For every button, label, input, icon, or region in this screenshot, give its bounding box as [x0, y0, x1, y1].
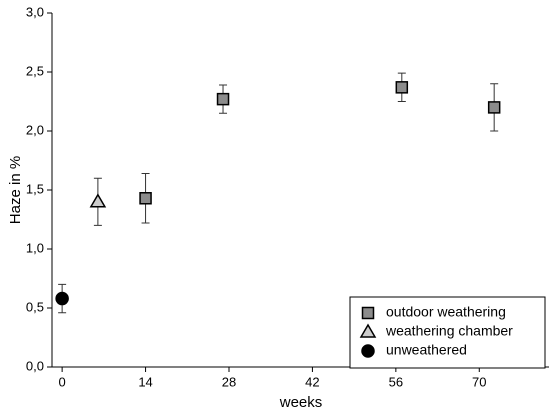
- x-tick-label: 70: [472, 374, 486, 389]
- y-tick-label: 1,5: [26, 181, 44, 196]
- x-tick-label: 56: [389, 374, 403, 389]
- x-tick-label: 42: [305, 374, 319, 389]
- marker-square: [216, 92, 230, 106]
- legend-box: [349, 296, 546, 369]
- y-tick-label: 1,0: [26, 240, 44, 255]
- y-tick-label: 2,0: [26, 122, 44, 137]
- legend-label: outdoor weathering: [386, 304, 506, 320]
- y-tick-label: 0,0: [26, 358, 44, 373]
- marker-triangle: [359, 323, 377, 338]
- y-axis-label: Haze in %: [7, 156, 24, 224]
- legend-label: unweathered: [386, 342, 467, 358]
- marker-square: [395, 81, 409, 94]
- marker-square: [487, 101, 501, 114]
- x-tick-label: 14: [138, 374, 152, 389]
- marker-square: [361, 306, 375, 320]
- y-tick-label: 3,0: [26, 4, 44, 19]
- marker-square: [139, 192, 152, 205]
- y-tick-label: 2,5: [26, 63, 44, 78]
- marker-circle: [55, 291, 69, 306]
- x-tick-label: 28: [222, 374, 236, 389]
- legend-label: weathering chamber: [385, 323, 513, 339]
- marker-circle: [361, 344, 375, 358]
- x-axis-label: weeks: [279, 394, 323, 411]
- marker-triangle: [89, 193, 107, 208]
- y-tick-label: 0,5: [26, 299, 44, 314]
- x-tick-label: 0: [59, 374, 66, 389]
